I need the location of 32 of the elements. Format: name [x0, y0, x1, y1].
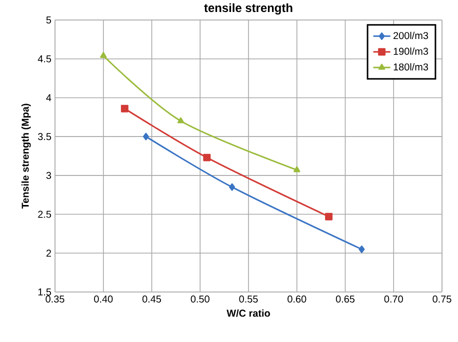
legend-label: 200l/m3 [394, 32, 428, 40]
y-axis-title: Tensile strength (Mpa) [21, 104, 31, 209]
chart-title: tensile strength [204, 3, 292, 14]
y-tick-label: 1.5 [38, 288, 52, 296]
point [325, 212, 333, 220]
x-tick-label: 0.65 [336, 296, 355, 303]
point [120, 104, 128, 112]
x-tick-label: 0.55 [239, 296, 258, 303]
point [142, 132, 149, 140]
point [203, 154, 211, 162]
x-tick-label: 0.40 [94, 296, 113, 303]
x-axis-title: W/C ratio [226, 309, 270, 317]
y-tick-label: 2.5 [38, 210, 52, 218]
point [100, 52, 107, 58]
point [358, 246, 365, 253]
x-tick-label: 0.70 [384, 296, 403, 303]
x-tick-label: 0.45 [142, 296, 162, 303]
x-tick-label: 0.35 [46, 296, 64, 303]
x-tick-label: 0.50 [190, 296, 210, 303]
x-tick-label: 0.60 [288, 296, 306, 303]
y-tick-label: 2 [46, 250, 51, 257]
legend-label: 190l/m3 [394, 47, 428, 55]
point [294, 166, 300, 172]
legend-label: 180l/m3 [394, 63, 428, 70]
y-tick-label: 3.5 [38, 133, 52, 140]
y-tick-label: 4.5 [38, 55, 52, 62]
x-tick-label: 0.75 [432, 296, 452, 303]
y-tick-label: 3 [46, 172, 52, 179]
point [229, 183, 236, 191]
y-tick-label: 5 [46, 16, 52, 24]
point [177, 117, 184, 124]
y-tick-label: 4 [46, 94, 52, 102]
